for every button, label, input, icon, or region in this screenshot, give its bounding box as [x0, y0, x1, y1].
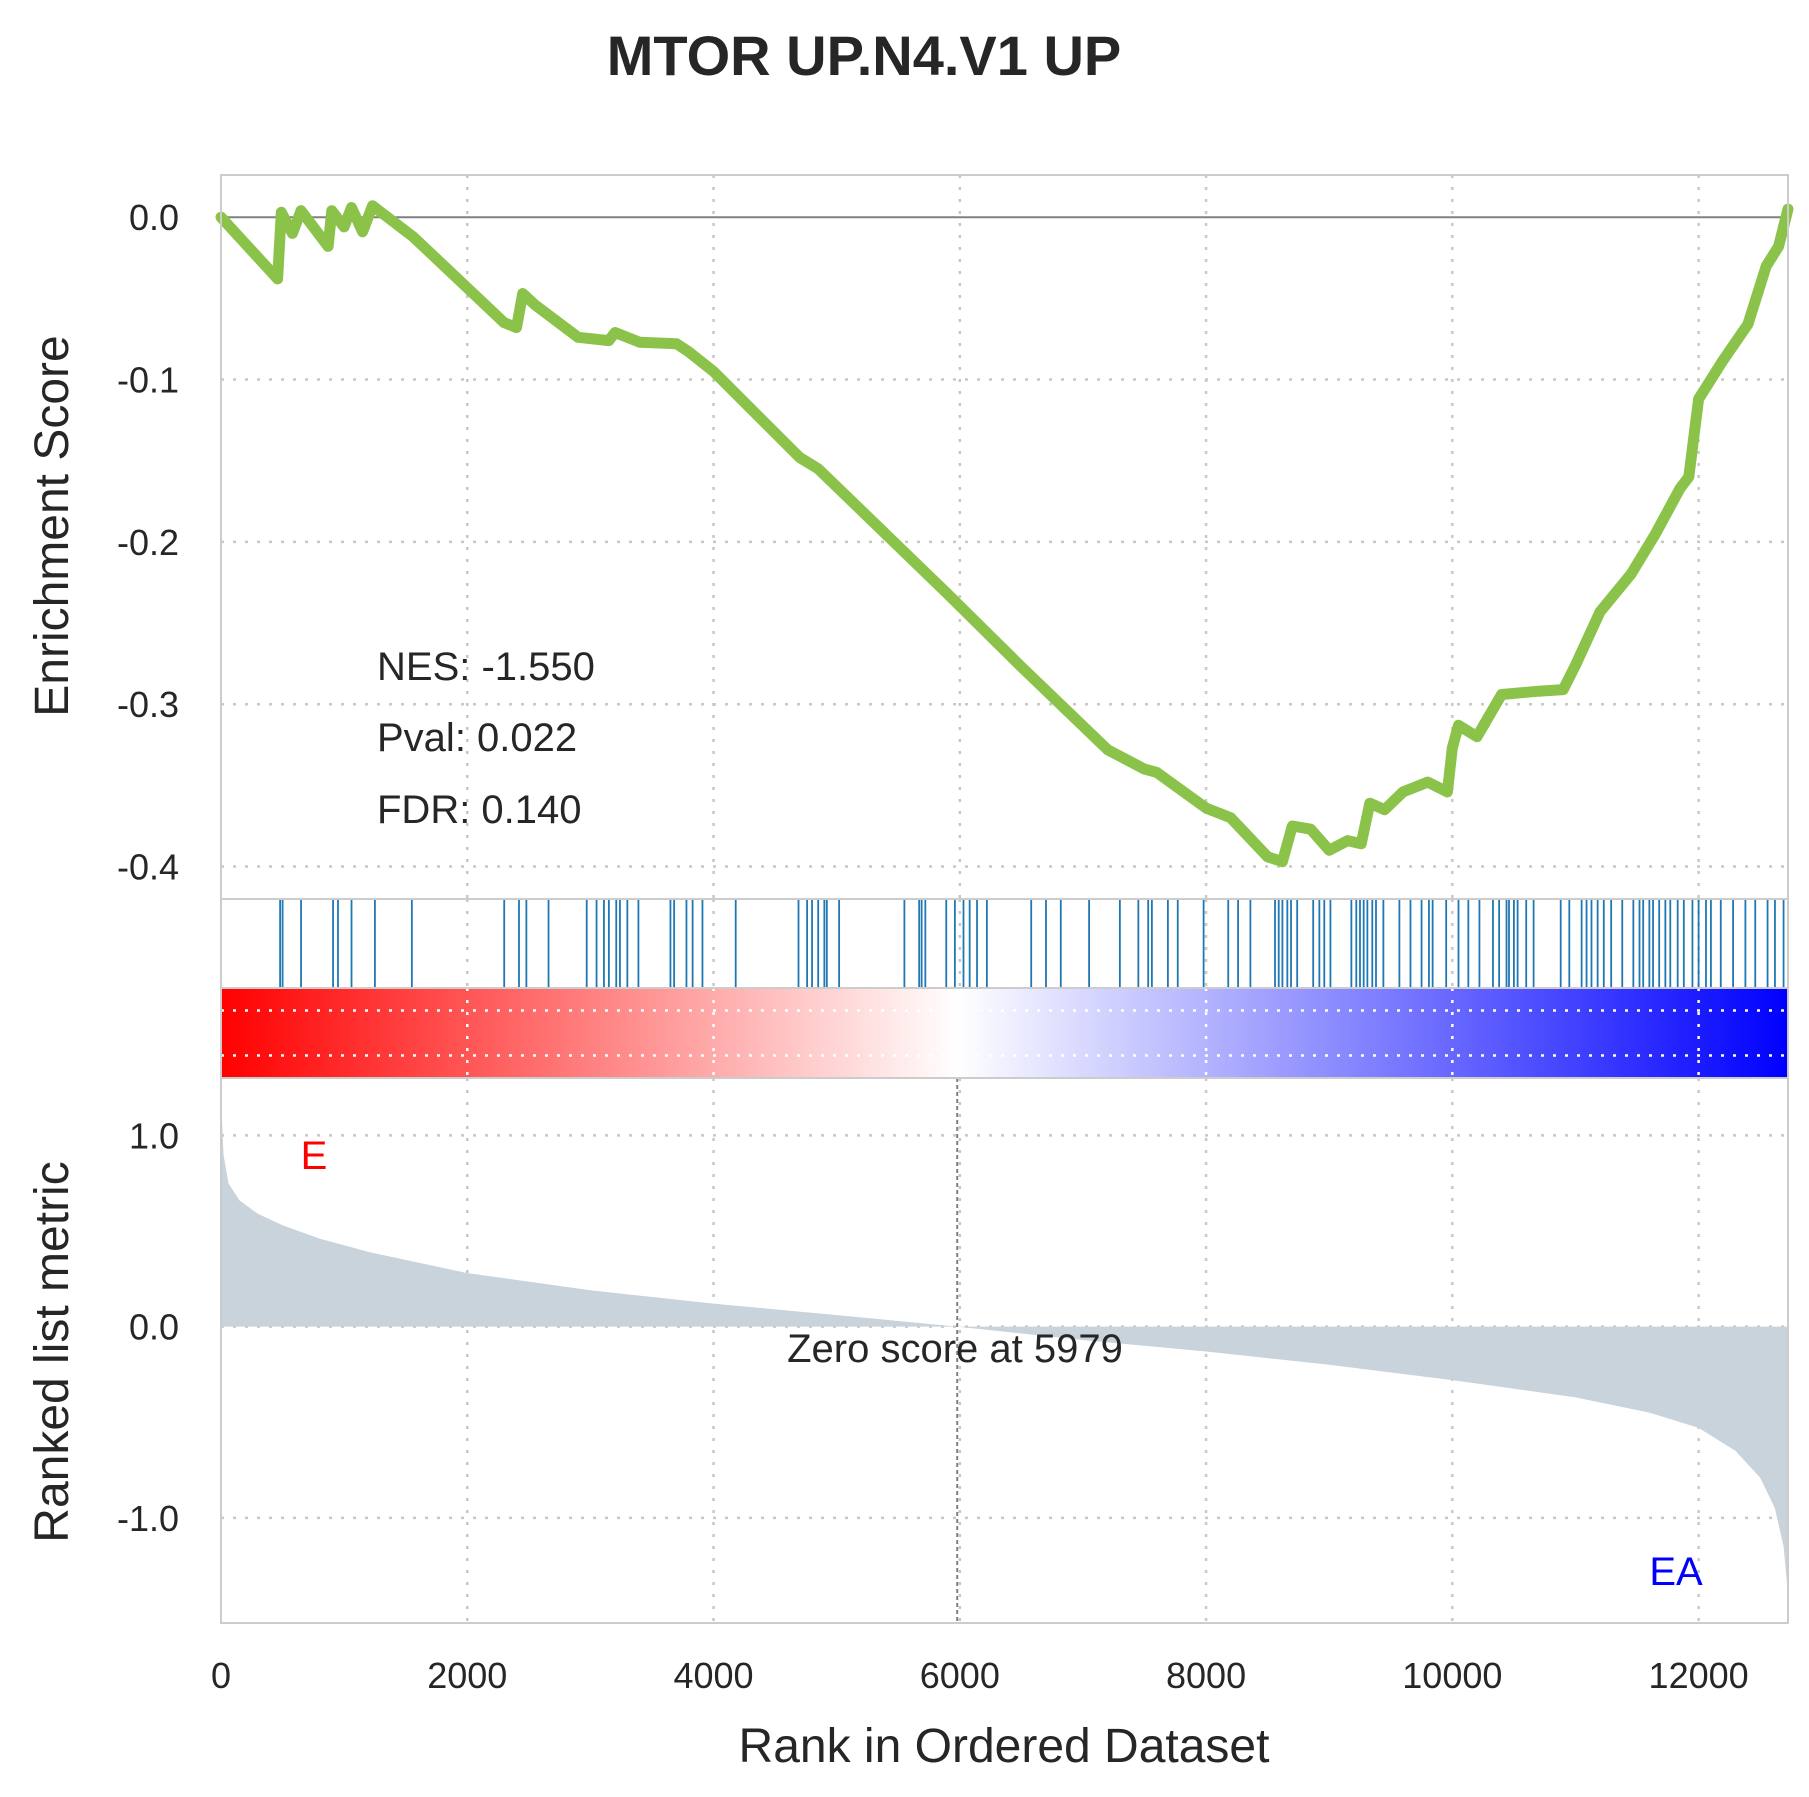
- x-tick-label: 4000: [673, 1655, 753, 1696]
- ranked-metric-y-tick-label: 0.0: [129, 1307, 179, 1348]
- ranked-metric-y-tick-label: -1.0: [117, 1498, 179, 1539]
- enrichment-y-ticks: 0.0 -0.1 -0.2 -0.3 -0.4: [117, 197, 179, 887]
- x-tick-label: 0: [211, 1655, 231, 1696]
- enrichment-y-tick-label: 0.0: [129, 197, 179, 238]
- ranked-metric-y-axis-label: Ranked list metric: [26, 1161, 79, 1542]
- x-tick-label: 10000: [1402, 1655, 1502, 1696]
- x-tick-label: 2000: [427, 1655, 507, 1696]
- rank-gradient-bar: [221, 988, 1788, 1078]
- gene-hit-lines: [279, 899, 1785, 988]
- positive-phenotype-label: E: [301, 1134, 328, 1178]
- rank-color-bar: [221, 988, 1788, 1078]
- negative-phenotype-label: EA: [1649, 1550, 1703, 1594]
- enrichment-y-axis-label: Enrichment Score: [26, 335, 79, 717]
- enrichment-grid: [221, 175, 1788, 899]
- enrichment-y-tick-label: -0.3: [117, 684, 179, 725]
- fdr-label: FDR: 0.140: [377, 788, 582, 832]
- enrichment-panel: NES: -1.550 Pval: 0.022 FDR: 0.140 0.0 -0…: [26, 175, 1794, 899]
- x-axis-label: Rank in Ordered Dataset: [739, 1720, 1270, 1773]
- ranked-metric-panel: Zero score at 5979 E EA 1.0 0.0 -1.0 Ranke…: [26, 1078, 1788, 1623]
- x-tick-label: 12000: [1649, 1655, 1749, 1696]
- enrichment-y-tick-label: -0.1: [117, 360, 179, 401]
- x-axis-ticks: 0 2000 4000 6000 8000 10000 12000: [211, 1655, 1749, 1696]
- hits-frame: [220, 898, 1789, 989]
- rank-bar-grid: [221, 988, 1788, 1078]
- chart-title: MTOR UP.N4.V1 UP: [607, 24, 1122, 87]
- ranked-metric-y-tick-label: 1.0: [129, 1115, 179, 1156]
- nes-label: NES: -1.550: [377, 645, 595, 689]
- ranked-metric-y-ticks: 1.0 0.0 -1.0: [117, 1115, 179, 1538]
- pval-label: Pval: 0.022: [377, 716, 577, 760]
- ranked-metric-area: [221, 1097, 1788, 1595]
- ranked-metric-frame: [220, 1077, 1789, 1624]
- enrichment-y-tick-label: -0.4: [117, 847, 179, 888]
- x-tick-label: 6000: [920, 1655, 1000, 1696]
- enrichment-y-tick-label: -0.2: [117, 522, 179, 563]
- enrichment-score-line: [215, 200, 1794, 868]
- x-tick-label: 8000: [1166, 1655, 1246, 1696]
- zero-score-label: Zero score at 5979: [787, 1327, 1123, 1371]
- hits-panel: [279, 899, 1785, 988]
